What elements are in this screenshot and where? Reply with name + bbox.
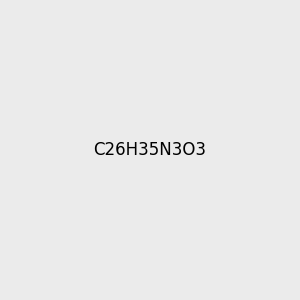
Text: C26H35N3O3: C26H35N3O3 bbox=[94, 141, 206, 159]
